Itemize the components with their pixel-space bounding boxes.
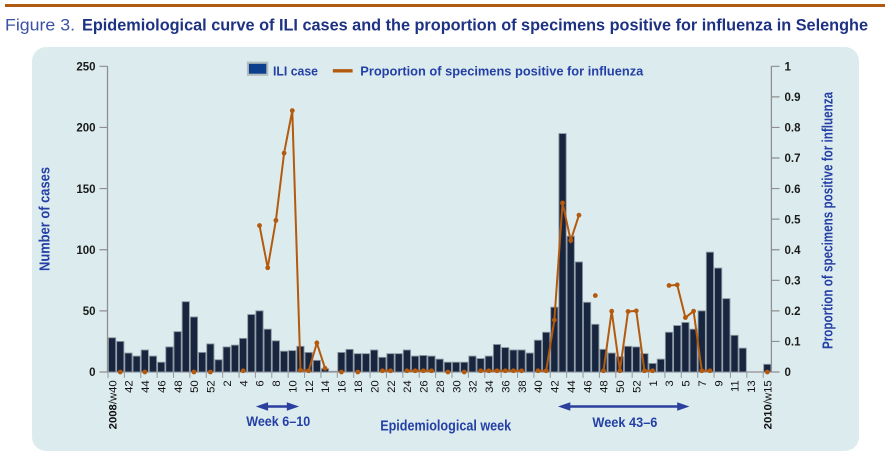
svg-text:22: 22 bbox=[386, 380, 398, 393]
svg-text:0.6: 0.6 bbox=[785, 184, 801, 196]
svg-text:30: 30 bbox=[451, 380, 463, 393]
svg-text:250: 250 bbox=[76, 62, 95, 74]
svg-text:5: 5 bbox=[681, 380, 693, 386]
svg-text:18: 18 bbox=[353, 380, 365, 393]
svg-text:32: 32 bbox=[468, 380, 480, 393]
svg-text:44: 44 bbox=[566, 380, 578, 393]
svg-text:14: 14 bbox=[320, 380, 332, 393]
svg-text:10: 10 bbox=[287, 380, 299, 393]
svg-text:9: 9 bbox=[713, 380, 725, 386]
svg-text:100: 100 bbox=[76, 245, 95, 257]
svg-text:50: 50 bbox=[83, 306, 96, 318]
svg-text:Epidemiological week: Epidemiological week bbox=[380, 417, 512, 434]
svg-text:52: 52 bbox=[206, 380, 218, 393]
svg-text:Week 43–6: Week 43–6 bbox=[592, 414, 657, 430]
svg-text:20: 20 bbox=[369, 380, 381, 393]
svg-text:Week 6–10: Week 6–10 bbox=[246, 413, 310, 429]
svg-text:48: 48 bbox=[599, 380, 611, 393]
svg-text:28: 28 bbox=[435, 380, 447, 393]
svg-text:11: 11 bbox=[730, 380, 742, 392]
svg-text:0: 0 bbox=[785, 367, 791, 379]
svg-text:0: 0 bbox=[89, 367, 95, 379]
svg-text:44: 44 bbox=[140, 380, 152, 393]
svg-text:4: 4 bbox=[238, 380, 250, 386]
svg-text:0.7: 0.7 bbox=[785, 153, 801, 165]
svg-text:42: 42 bbox=[124, 380, 136, 393]
svg-text:24: 24 bbox=[402, 380, 414, 393]
svg-text:3: 3 bbox=[664, 380, 676, 386]
svg-text:0.5: 0.5 bbox=[785, 214, 802, 226]
svg-text:36: 36 bbox=[500, 380, 512, 393]
svg-text:42: 42 bbox=[550, 380, 562, 393]
svg-text:50: 50 bbox=[189, 380, 201, 393]
svg-text:0.3: 0.3 bbox=[785, 275, 801, 287]
svg-text:150: 150 bbox=[76, 184, 95, 196]
svg-text:46: 46 bbox=[156, 380, 168, 393]
svg-text:0.8: 0.8 bbox=[785, 123, 802, 135]
svg-text:8: 8 bbox=[271, 380, 283, 386]
svg-text:7: 7 bbox=[697, 380, 709, 386]
svg-text:48: 48 bbox=[173, 380, 185, 393]
svg-text:2010/w15: 2010/w15 bbox=[763, 380, 775, 429]
svg-text:1: 1 bbox=[648, 380, 660, 386]
svg-text:0.1: 0.1 bbox=[785, 337, 802, 349]
svg-text:Figure 3.: Figure 3. bbox=[5, 16, 75, 35]
svg-text:0.2: 0.2 bbox=[785, 306, 801, 318]
svg-text:Proportion of specimens positi: Proportion of specimens positive for inf… bbox=[360, 65, 644, 79]
svg-text:1: 1 bbox=[785, 62, 792, 74]
svg-text:ILI case: ILI case bbox=[273, 64, 318, 79]
svg-text:38: 38 bbox=[517, 380, 529, 393]
svg-text:Proportion of specimens positi: Proportion of specimens positive for inf… bbox=[821, 91, 837, 349]
svg-text:Number of cases: Number of cases bbox=[38, 167, 54, 271]
svg-text:46: 46 bbox=[582, 380, 594, 393]
svg-text:0.9: 0.9 bbox=[785, 92, 801, 104]
svg-text:6: 6 bbox=[255, 380, 267, 386]
svg-text:52: 52 bbox=[631, 380, 643, 393]
svg-text:2008/w40: 2008/w40 bbox=[107, 380, 119, 429]
svg-text:26: 26 bbox=[419, 380, 431, 393]
svg-text:40: 40 bbox=[533, 380, 545, 393]
svg-text:0.4: 0.4 bbox=[785, 245, 802, 257]
svg-text:2: 2 bbox=[222, 380, 234, 386]
svg-text:12: 12 bbox=[304, 380, 316, 393]
svg-text:34: 34 bbox=[484, 380, 496, 393]
svg-text:16: 16 bbox=[337, 380, 349, 393]
svg-text:13: 13 bbox=[746, 380, 758, 393]
svg-text:50: 50 bbox=[615, 380, 627, 393]
svg-text:Epidemiological curve of ILI c: Epidemiological curve of ILI cases and t… bbox=[82, 16, 868, 35]
svg-text:200: 200 bbox=[76, 123, 95, 135]
